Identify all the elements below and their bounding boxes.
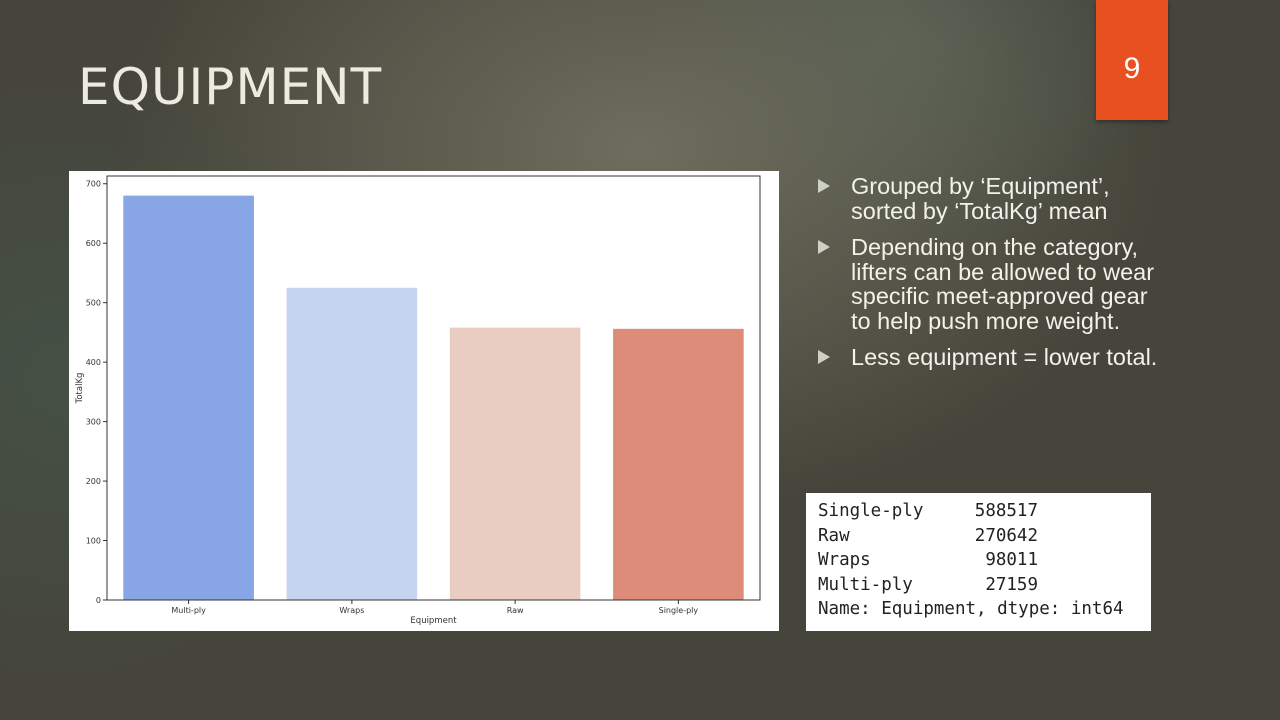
x-axis-label: Equipment <box>410 616 457 626</box>
y-tick-label: 0 <box>96 596 101 605</box>
bar-chart: 0 100 200 300 400 500 600 700 Multi-ply Wraps Raw S… <box>75 175 761 626</box>
bullet-list: Grouped by ‘Equipment’, sorted by ‘Total… <box>818 174 1168 382</box>
value-counts-output: Single-ply 588517 Raw 270642 Wraps 98011… <box>806 493 1151 631</box>
output-row: Single-ply 588517 <box>818 499 1139 524</box>
triangle-bullet-icon <box>818 179 830 193</box>
x-tick-label: Wraps <box>339 606 364 615</box>
output-row: Raw 270642 <box>818 524 1139 549</box>
output-label: Multi-ply <box>818 574 913 595</box>
y-tick-label: 200 <box>86 477 101 486</box>
output-footer: Name: Equipment, dtype: int64 <box>818 599 1124 619</box>
output-value: 98011 <box>985 550 1038 570</box>
bar <box>613 328 744 600</box>
output-value: 270642 <box>974 525 1038 546</box>
bullet-text: Less equipment = lower total. <box>851 344 1158 370</box>
x-tick-label: Single-ply <box>659 606 699 615</box>
output-row: Multi-ply 27159 <box>818 573 1139 598</box>
y-axis-label: TotalKg <box>75 373 85 405</box>
y-tick-label: 300 <box>86 418 101 427</box>
bar-chart-panel: 0 100 200 300 400 500 600 700 Multi-ply Wraps Raw S… <box>69 171 779 631</box>
output-label: Single-ply <box>818 501 924 521</box>
y-tick-label: 500 <box>86 299 101 308</box>
x-tick-label: Multi-ply <box>171 606 206 615</box>
bullet-item: Grouped by ‘Equipment’, sorted by ‘Total… <box>818 174 1168 223</box>
bar <box>123 195 254 600</box>
output-label: Wraps <box>818 550 871 570</box>
slide-title: EQUIPMENT <box>78 58 383 116</box>
output-row: Wraps 98011 <box>818 548 1139 573</box>
page-number-badge: 9 <box>1096 0 1168 120</box>
y-tick-label: 700 <box>86 180 101 189</box>
x-tick-label: Raw <box>507 606 524 615</box>
output-value: 588517 <box>974 501 1038 521</box>
bullet-text: Depending on the category, lifters can b… <box>851 234 1155 334</box>
bullet-item: Less equipment = lower total. <box>818 345 1168 370</box>
bar <box>449 327 581 600</box>
y-tick-label: 100 <box>86 537 101 546</box>
bar <box>286 287 418 600</box>
y-tick-label: 400 <box>86 358 101 367</box>
y-tick-label: 600 <box>86 239 101 248</box>
bullet-text: Grouped by ‘Equipment’, sorted by ‘Total… <box>851 173 1110 224</box>
bullet-item: Depending on the category, lifters can b… <box>818 235 1168 333</box>
plot-frame <box>106 175 761 601</box>
output-value: 27159 <box>985 574 1038 595</box>
triangle-bullet-icon <box>818 240 830 254</box>
output-label: Raw <box>818 525 850 546</box>
triangle-bullet-icon <box>818 350 830 364</box>
